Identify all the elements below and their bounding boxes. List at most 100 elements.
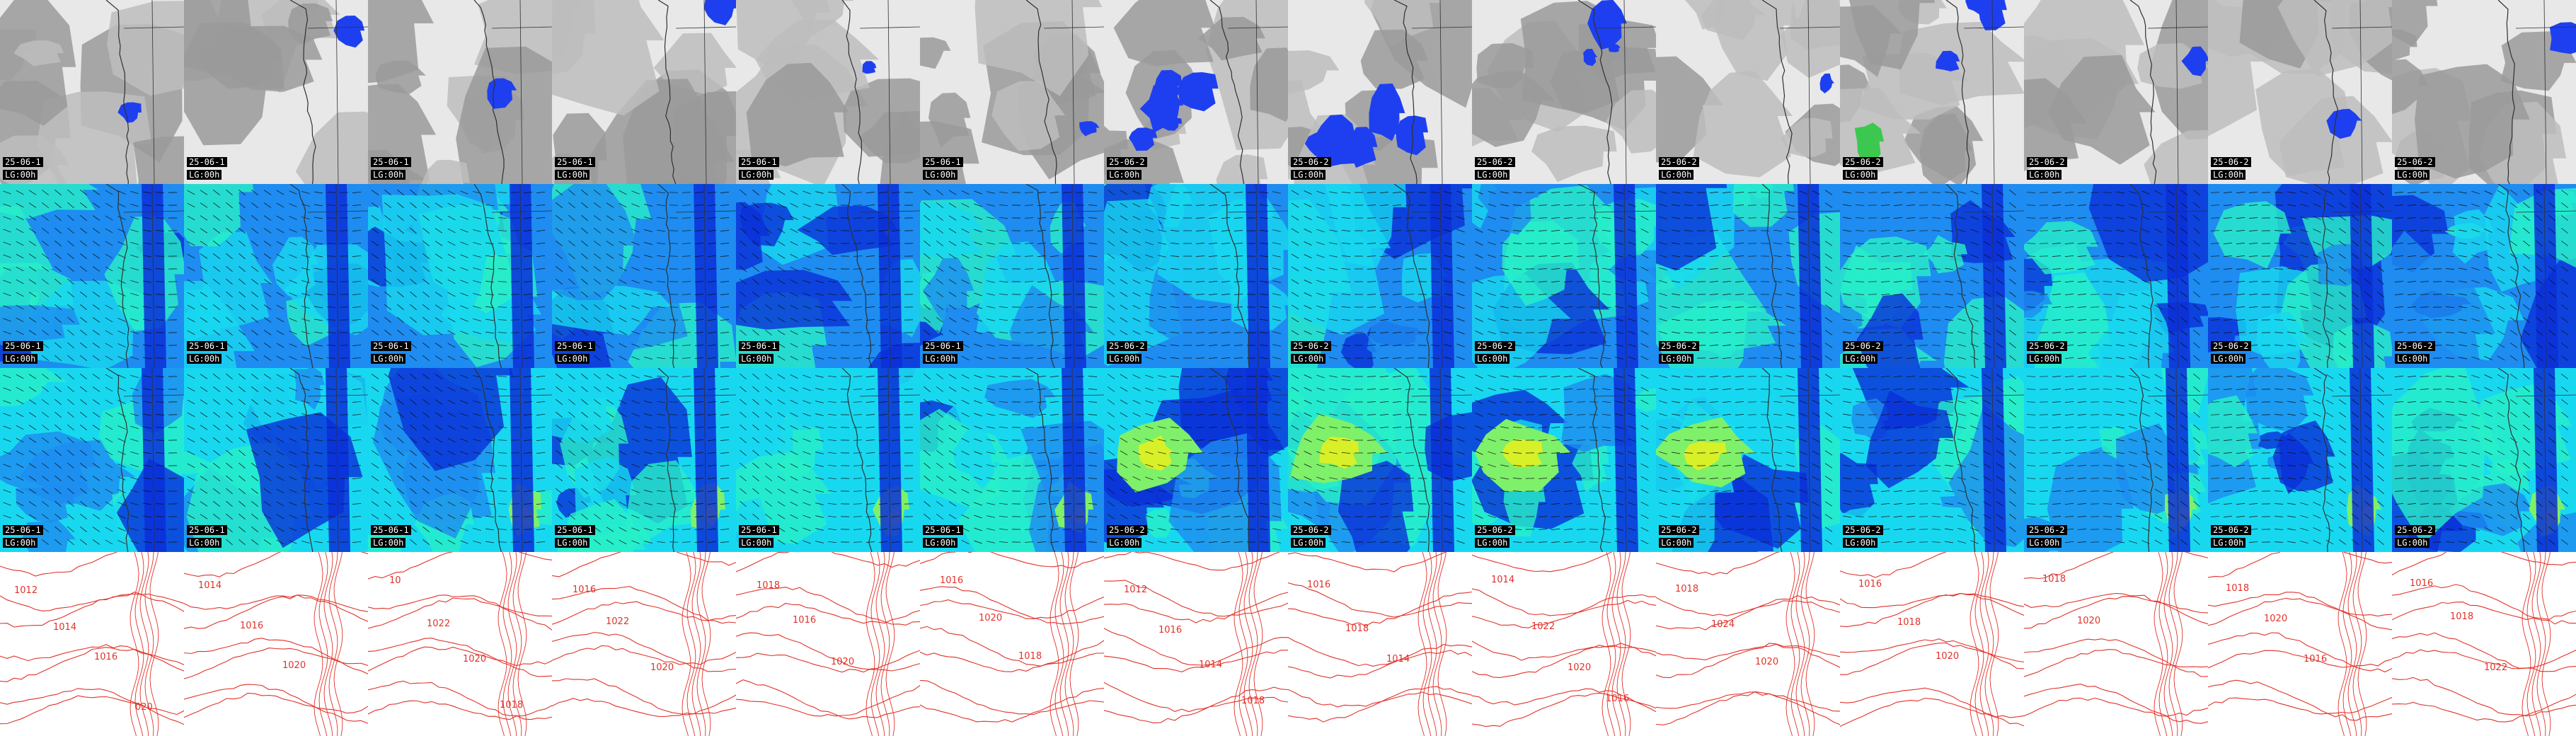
isobar-line bbox=[866, 552, 875, 736]
wind-vector-field bbox=[2026, 373, 2200, 546]
wind_lower-panel[interactable]: 25-06-2 LG:00h bbox=[2024, 368, 2208, 552]
wind_upper-panel[interactable]: 25-06-2 LG:00h bbox=[2024, 184, 2208, 368]
wind_upper-panel[interactable]: 25-06-1 LG:00h bbox=[0, 184, 184, 368]
wind_upper-panel[interactable]: 25-06-2 LG:00h bbox=[1288, 184, 1472, 368]
cloud_precip-panel[interactable]: 25-06-2 LG:00h bbox=[1472, 0, 1656, 184]
cloud_precip-map bbox=[1288, 0, 1472, 184]
lead-time-label: LG:00h bbox=[371, 170, 406, 180]
precipitation-area bbox=[1369, 84, 1405, 142]
lead-time-label: LG:00h bbox=[555, 170, 590, 180]
pressure-panel[interactable]: 1012 1014 1016 020 bbox=[0, 552, 184, 736]
cloud_precip-panel[interactable]: 25-06-2 LG:00h bbox=[1656, 0, 1840, 184]
border-line bbox=[703, 184, 707, 368]
wind_lower-panel[interactable]: 25-06-2 LG:00h bbox=[2392, 368, 2576, 552]
isobar-line bbox=[134, 552, 144, 736]
wind_lower-panel[interactable]: 25-06-1 LG:00h bbox=[552, 368, 736, 552]
wind_upper-panel[interactable]: 25-06-2 LG:00h bbox=[1104, 184, 1288, 368]
pressure-panel[interactable]: 1018 1020 1016 bbox=[2208, 552, 2392, 736]
pressure-panel[interactable]: 10 1022 1020 1018 bbox=[368, 552, 552, 736]
cloud_precip-panel[interactable]: 25-06-1 LG:00h bbox=[184, 0, 368, 184]
cloud-area bbox=[1904, 105, 1984, 184]
isobar-line bbox=[736, 685, 920, 717]
isobar-label: 1022 bbox=[427, 619, 450, 629]
precipitation-area bbox=[1129, 127, 1158, 151]
pressure-panel[interactable]: 1018 1020 bbox=[2024, 552, 2208, 736]
valid-time-label: 25-06-1 bbox=[3, 341, 43, 351]
wind_lower-panel[interactable]: 25-06-1 LG:00h bbox=[736, 368, 920, 552]
pressure-panel[interactable]: 1016 1018 1022 bbox=[2392, 552, 2576, 736]
pressure-panel[interactable]: 1016 1022 1020 bbox=[552, 552, 736, 736]
valid-time-label: 25-06-2 bbox=[1843, 525, 1883, 535]
isobar-line bbox=[318, 552, 328, 736]
cloud_precip-panel[interactable]: 25-06-1 LG:00h bbox=[736, 0, 920, 184]
wind_lower-panel[interactable]: 25-06-1 LG:00h bbox=[920, 368, 1104, 552]
cloud_precip-panel[interactable]: 25-06-1 LG:00h bbox=[0, 0, 184, 184]
wind_lower-panel[interactable]: 25-06-2 LG:00h bbox=[1104, 368, 1288, 552]
cloud-area bbox=[223, 25, 323, 92]
pressure-panel[interactable]: 1014 1022 1020 1016 bbox=[1472, 552, 1656, 736]
lead-time-label: LG:00h bbox=[3, 538, 38, 548]
valid-time-label: 25-06-1 bbox=[371, 525, 411, 535]
cloud_precip-panel[interactable]: 25-06-1 LG:00h bbox=[552, 0, 736, 184]
lead-time-label: LG:00h bbox=[739, 170, 774, 180]
wind_upper-panel[interactable]: 25-06-2 LG:00h bbox=[2208, 184, 2392, 368]
wind-vector-field bbox=[924, 189, 1098, 362]
pressure-panel[interactable]: 1012 1016 1014 1018 bbox=[1104, 552, 1288, 736]
pressure-panel[interactable]: 1014 1016 1020 bbox=[184, 552, 368, 736]
cloud_precip-panel[interactable]: 25-06-2 LG:00h bbox=[2024, 0, 2208, 184]
precipitation-area bbox=[1583, 49, 1598, 67]
border-line bbox=[2359, 0, 2363, 184]
isobar-line bbox=[920, 552, 1104, 568]
pressure-panel[interactable]: 1016 1018 1014 bbox=[1288, 552, 1472, 736]
cloud-area bbox=[2144, 130, 2208, 184]
pressure-panel[interactable]: 1018 1016 1020 bbox=[736, 552, 920, 736]
valid-time-label: 25-06-2 bbox=[2395, 157, 2435, 167]
isobar-line bbox=[736, 679, 920, 720]
wind_upper-panel[interactable]: 25-06-2 LG:00h bbox=[1840, 184, 2024, 368]
wind_lower-panel[interactable]: 25-06-2 LG:00h bbox=[1840, 368, 2024, 552]
wind_upper-panel[interactable]: 25-06-1 LG:00h bbox=[736, 184, 920, 368]
wind_lower-panel[interactable]: 25-06-2 LG:00h bbox=[2208, 368, 2392, 552]
wind_lower-panel[interactable]: 25-06-2 LG:00h bbox=[1656, 368, 1840, 552]
wind-speed-area bbox=[1145, 508, 1177, 538]
cloud_precip-panel[interactable]: 25-06-2 LG:00h bbox=[2392, 0, 2576, 184]
isobar-line bbox=[1472, 594, 1656, 628]
wind_upper-panel[interactable]: 25-06-1 LG:00h bbox=[920, 184, 1104, 368]
wind_lower-panel[interactable]: 25-06-2 LG:00h bbox=[1288, 368, 1472, 552]
cloud_precip-panel[interactable]: 25-06-2 LG:00h bbox=[1840, 0, 2024, 184]
pressure-panel[interactable]: 1016 1018 1020 bbox=[1840, 552, 2024, 736]
cloud_precip-map bbox=[2208, 0, 2392, 184]
cloud_precip-panel[interactable]: 25-06-2 LG:00h bbox=[1288, 0, 1472, 184]
wind_lower-panel[interactable]: 25-06-1 LG:00h bbox=[0, 368, 184, 552]
cloud-area bbox=[1848, 0, 1935, 70]
wind_lower-panel[interactable]: 25-06-1 LG:00h bbox=[368, 368, 552, 552]
isobar-line bbox=[1288, 591, 1472, 627]
wind_upper-panel[interactable]: 25-06-2 LG:00h bbox=[1472, 184, 1656, 368]
cloud_precip-panel[interactable]: 25-06-1 LG:00h bbox=[920, 0, 1104, 184]
wind_upper-panel[interactable]: 25-06-2 LG:00h bbox=[2392, 184, 2576, 368]
wind-speed-area bbox=[184, 451, 213, 475]
wind_upper-panel[interactable]: 25-06-1 LG:00h bbox=[184, 184, 368, 368]
pressure-panel[interactable]: 1018 1024 1020 bbox=[1656, 552, 1840, 736]
wind_upper-map bbox=[736, 184, 920, 368]
wind_upper-panel[interactable]: 25-06-1 LG:00h bbox=[368, 184, 552, 368]
wind_lower-panel[interactable]: 25-06-2 LG:00h bbox=[1472, 368, 1656, 552]
valid-time-label: 25-06-2 bbox=[1659, 525, 1699, 535]
pressure-panel[interactable]: 1016 1020 1018 bbox=[920, 552, 1104, 736]
cloud_precip-panel[interactable]: 25-06-2 LG:00h bbox=[2208, 0, 2392, 184]
isobar-line bbox=[2024, 649, 2208, 677]
cloud-area bbox=[288, 3, 333, 45]
cloud_precip-panel[interactable]: 25-06-1 LG:00h bbox=[368, 0, 552, 184]
cloud_precip-panel[interactable]: 25-06-2 LG:00h bbox=[1104, 0, 1288, 184]
valid-time-label: 25-06-2 bbox=[1107, 525, 1147, 535]
cloud-area bbox=[920, 121, 979, 184]
wind_lower-panel[interactable]: 25-06-1 LG:00h bbox=[184, 368, 368, 552]
isobar-line bbox=[1248, 552, 1258, 736]
cloud-area bbox=[2277, 0, 2392, 76]
wind_upper-panel[interactable]: 25-06-2 LG:00h bbox=[1656, 184, 1840, 368]
precipitation-area bbox=[1587, 0, 1627, 50]
coastline bbox=[1945, 184, 1976, 368]
lead-time-label: LG:00h bbox=[371, 354, 406, 364]
wind-speed-area bbox=[797, 205, 898, 255]
wind_upper-panel[interactable]: 25-06-1 LG:00h bbox=[552, 184, 736, 368]
